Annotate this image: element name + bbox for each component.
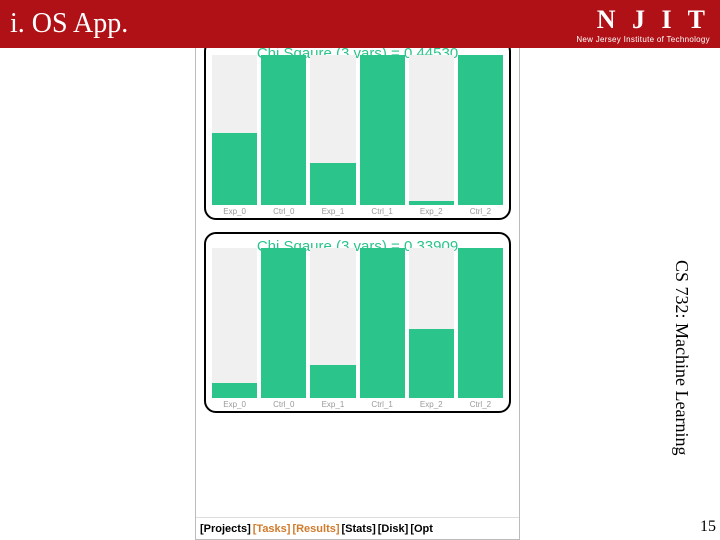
- tab-item[interactable]: [Disk]: [378, 523, 409, 535]
- njit-logo: N J I T: [576, 5, 710, 35]
- bar-track: [458, 248, 503, 398]
- bar-track: [261, 55, 306, 205]
- bar-fill: [310, 163, 355, 205]
- bar-label: Exp_1: [322, 400, 345, 409]
- bar-track: [409, 55, 454, 205]
- bar-column: Ctrl_1: [360, 248, 405, 409]
- bar-label: Exp_2: [420, 207, 443, 216]
- bar-column: Ctrl_2: [458, 248, 503, 409]
- course-label: CS 732: Machine Learning: [671, 260, 692, 455]
- bar-fill: [360, 248, 405, 398]
- bar-column: Exp_0: [212, 248, 257, 409]
- tab-item[interactable]: [Opt: [410, 523, 433, 535]
- bar-label: Ctrl_2: [470, 207, 491, 216]
- bar-track: [360, 55, 405, 205]
- chart-card-2: Chi.Sqaure (3 vars) = 0.33909 Exp_0Ctrl_…: [204, 232, 511, 413]
- chart-card-1: Chi.Sqaure (3 vars) = 0.44530 Exp_0Ctrl_…: [204, 39, 511, 220]
- bar-label: Ctrl_1: [371, 400, 392, 409]
- bar-fill: [261, 248, 306, 398]
- bar-column: Exp_1: [310, 55, 355, 216]
- bar-track: [458, 55, 503, 205]
- bar-column: Exp_1: [310, 248, 355, 409]
- bar-fill: [458, 55, 503, 205]
- bar-track: [360, 248, 405, 398]
- bar-column: Ctrl_0: [261, 248, 306, 409]
- bar-fill: [458, 248, 503, 398]
- bar-fill: [212, 383, 257, 398]
- charts-area: Chi.Sqaure (3 vars) = 0.44530 Exp_0Ctrl_…: [196, 35, 519, 517]
- bottom-tab-bar: [Projects][Tasks][Results][Stats][Disk][…: [196, 517, 519, 539]
- njit-logo-block: N J I T New Jersey Institute of Technolo…: [576, 5, 710, 44]
- bar-track: [212, 55, 257, 205]
- bar-column: Ctrl_2: [458, 55, 503, 216]
- bar-column: Exp_2: [409, 55, 454, 216]
- page-number: 15: [700, 518, 716, 536]
- bar-label: Ctrl_0: [273, 207, 294, 216]
- tab-item[interactable]: [Projects]: [200, 523, 251, 535]
- bar-column: Exp_2: [409, 248, 454, 409]
- bar-track: [212, 248, 257, 398]
- bar-label: Exp_0: [223, 207, 246, 216]
- tab-item[interactable]: [Results]: [292, 523, 339, 535]
- bar-label: Ctrl_2: [470, 400, 491, 409]
- slide-banner: i. OS App. N J I T New Jersey Institute …: [0, 0, 720, 48]
- chart-bars-1: Exp_0 Ctrl_0 Exp_1 Ctrl_1 Exp_2 Ctrl_2: [212, 66, 503, 216]
- bar-fill: [409, 329, 454, 398]
- chart-bars-2: Exp_0 Ctrl_0 Exp_1 Ctrl_1 Exp_2 Ctrl_2: [212, 259, 503, 409]
- bar-track: [409, 248, 454, 398]
- bar-label: Exp_1: [322, 207, 345, 216]
- bar-label: Exp_0: [223, 400, 246, 409]
- bar-column: Ctrl_0: [261, 55, 306, 216]
- bar-fill: [261, 55, 306, 205]
- bar-column: Ctrl_1: [360, 55, 405, 216]
- tab-item[interactable]: [Stats]: [342, 523, 376, 535]
- bar-track: [261, 248, 306, 398]
- bar-label: Ctrl_1: [371, 207, 392, 216]
- simulator-window: OS Simulator - Phone 6 - IPhone 6 / IOS …: [195, 0, 520, 540]
- bar-track: [310, 55, 355, 205]
- bar-fill: [409, 201, 454, 206]
- bar-fill: [212, 133, 257, 205]
- bar-track: [310, 248, 355, 398]
- bar-label: Ctrl_0: [273, 400, 294, 409]
- bar-column: Exp_0: [212, 55, 257, 216]
- bar-fill: [360, 55, 405, 205]
- bar-fill: [310, 365, 355, 398]
- njit-subtitle: New Jersey Institute of Technology: [576, 35, 710, 44]
- slide-title: i. OS App.: [10, 8, 128, 40]
- bar-label: Exp_2: [420, 400, 443, 409]
- tab-item[interactable]: [Tasks]: [253, 523, 291, 535]
